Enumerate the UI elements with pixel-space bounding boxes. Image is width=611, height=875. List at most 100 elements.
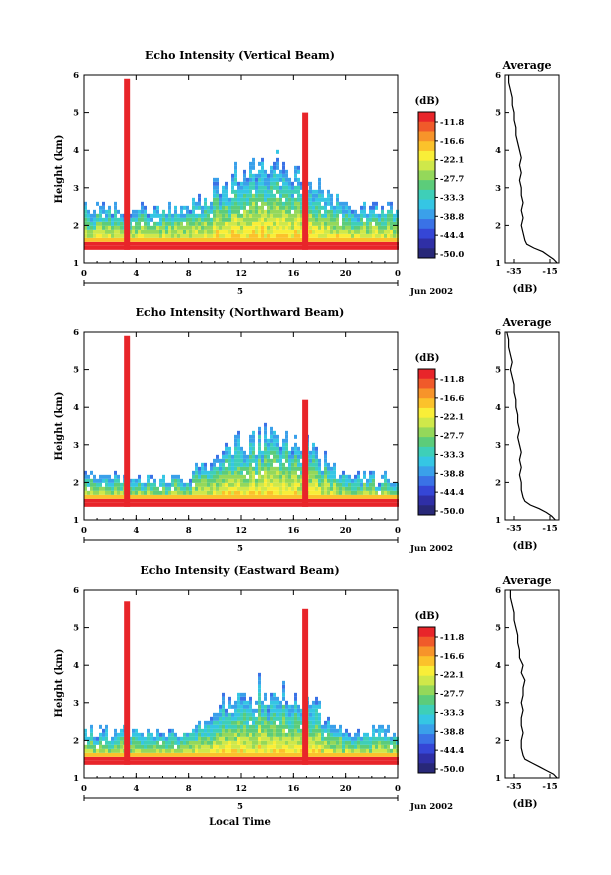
- avg-y-tick-label: 4: [495, 146, 501, 156]
- date-bar-end: [83, 795, 399, 801]
- colorbar-tick-label: -44.4: [440, 231, 464, 241]
- colorbar-tick-label: -38.8: [440, 212, 464, 222]
- heatmap-cells: [84, 672, 399, 765]
- colorbar-tick-label: -27.7: [440, 690, 464, 700]
- x-tick-label: 8: [186, 526, 192, 536]
- panel-title: Echo Intensity (Vertical Beam): [145, 49, 335, 62]
- y-tick-label: 1: [73, 259, 79, 269]
- heatmap-cells: [84, 149, 399, 250]
- colorbar-tick-label: -38.8: [440, 727, 464, 737]
- y-tick-label: 5: [73, 624, 79, 634]
- avg-y-tick-label: 2: [495, 736, 501, 746]
- colorbar-swatch: [418, 189, 435, 201]
- colorbar-swatch: [418, 437, 435, 448]
- colorbar-swatch: [418, 170, 435, 181]
- y-tick-label: 1: [73, 774, 79, 784]
- x-tick-label: 4: [133, 269, 139, 279]
- y-tick-label: 3: [73, 184, 79, 194]
- x-tick-label: 4: [133, 784, 139, 794]
- average-title: Average: [501, 316, 551, 329]
- average-frame: [504, 74, 560, 264]
- x-tick-label: 0: [81, 526, 87, 536]
- avg-y-tick-label: 2: [495, 221, 501, 231]
- colorbar-swatch: [418, 248, 435, 259]
- average-profile-line: [506, 331, 556, 521]
- y-tick-label: 2: [73, 478, 79, 488]
- colorbar-tick-label: -44.4: [440, 746, 464, 756]
- avg-y-tick-label: 1: [495, 774, 501, 784]
- avg-y-tick-label: 6: [495, 328, 501, 338]
- avg-x-tick-label: -15: [542, 782, 557, 792]
- x-tick-label: 20: [340, 784, 352, 794]
- colorbar-swatch: [418, 369, 435, 380]
- colorbar-swatch: [418, 646, 435, 657]
- avg-y-tick-label: 3: [495, 699, 501, 709]
- colorbar-swatch: [418, 121, 435, 132]
- y-tick-label: 2: [73, 221, 79, 231]
- y-tick-label: 6: [73, 328, 79, 338]
- x-tick-label: 4: [133, 526, 139, 536]
- avg-y-tick-label: 4: [495, 661, 501, 671]
- avg-y-tick-label: 6: [495, 71, 501, 81]
- month-label: Jun 2002: [409, 544, 453, 554]
- x-tick-label: 0: [81, 269, 87, 279]
- x-tick-label: 20: [340, 526, 352, 536]
- x-tick-label: 0: [81, 784, 87, 794]
- colorbar-tick-label: -11.8: [440, 118, 464, 128]
- panel-vertical: Echo Intensity (Vertical Beam) Height (k…: [54, 49, 560, 297]
- month-label: Jun 2002: [409, 802, 453, 812]
- colorbar-swatch: [418, 763, 435, 774]
- y-axis-label: Height (km): [54, 649, 65, 718]
- avg-y-tick-label: 3: [495, 441, 501, 451]
- colorbar-swatch: [418, 160, 435, 171]
- average-frame: [504, 331, 560, 521]
- colorbar-swatch: [418, 753, 435, 764]
- colorbar-frame: [417, 626, 436, 774]
- y-tick-label: 4: [73, 403, 79, 413]
- colorbar-swatch: [418, 209, 435, 220]
- colorbar-tick-label: -50.0: [440, 765, 464, 775]
- colorbar-tick-label: -50.0: [440, 507, 464, 517]
- colorbar-swatch: [418, 636, 435, 647]
- avg-y-tick-label: 1: [495, 516, 501, 526]
- date-bar-end: [83, 280, 399, 286]
- colorbar-unit: (dB): [415, 96, 440, 107]
- x-tick-label: 12: [235, 269, 247, 279]
- colorbar-tick-label: -16.6: [440, 137, 464, 147]
- y-tick-label: 6: [73, 586, 79, 596]
- x-tick-label: 8: [186, 784, 192, 794]
- average-frame: [504, 589, 560, 779]
- x-tick-label: 0: [395, 269, 401, 279]
- avg-y-tick-label: 2: [495, 478, 501, 488]
- x-tick-label: 8: [186, 269, 192, 279]
- convective-spike: [124, 601, 131, 765]
- colorbar-swatch: [418, 378, 435, 389]
- day-label: 5: [237, 544, 243, 554]
- avg-y-tick-label: 3: [495, 184, 501, 194]
- colorbar-tick-label: -27.7: [440, 432, 464, 442]
- colorbar-swatch: [418, 446, 435, 458]
- colorbar-swatch: [418, 627, 435, 638]
- avg-y-tick-label: 5: [495, 109, 501, 119]
- convective-spike: [124, 78, 131, 250]
- day-label: 5: [237, 287, 243, 297]
- avg-x-tick-label: -15: [542, 267, 557, 277]
- y-axis-label: Height (km): [54, 135, 65, 204]
- avg-x-tick-label: -35: [506, 782, 521, 792]
- avg-y-tick-label: 6: [495, 586, 501, 596]
- colorbar-tick-label: -11.8: [440, 633, 464, 643]
- average-xlabel: (dB): [513, 541, 538, 552]
- colorbar-swatch: [418, 685, 435, 696]
- x-tick-label: 16: [287, 269, 299, 279]
- month-label: Jun 2002: [409, 287, 453, 297]
- colorbar-swatch: [418, 150, 435, 162]
- colorbar-swatch: [418, 743, 435, 755]
- average-profile-axes: 1 2 3 4 5 6 -35 -15: [495, 586, 560, 792]
- colorbar-swatch: [418, 407, 435, 419]
- colorbar-swatch: [418, 675, 435, 686]
- average-profile-axes: 1 2 3 4 5 6 -35 -15: [495, 71, 560, 277]
- average-title: Average: [501, 59, 551, 72]
- panel-northward: Echo Intensity (Northward Beam) Height (…: [54, 306, 560, 554]
